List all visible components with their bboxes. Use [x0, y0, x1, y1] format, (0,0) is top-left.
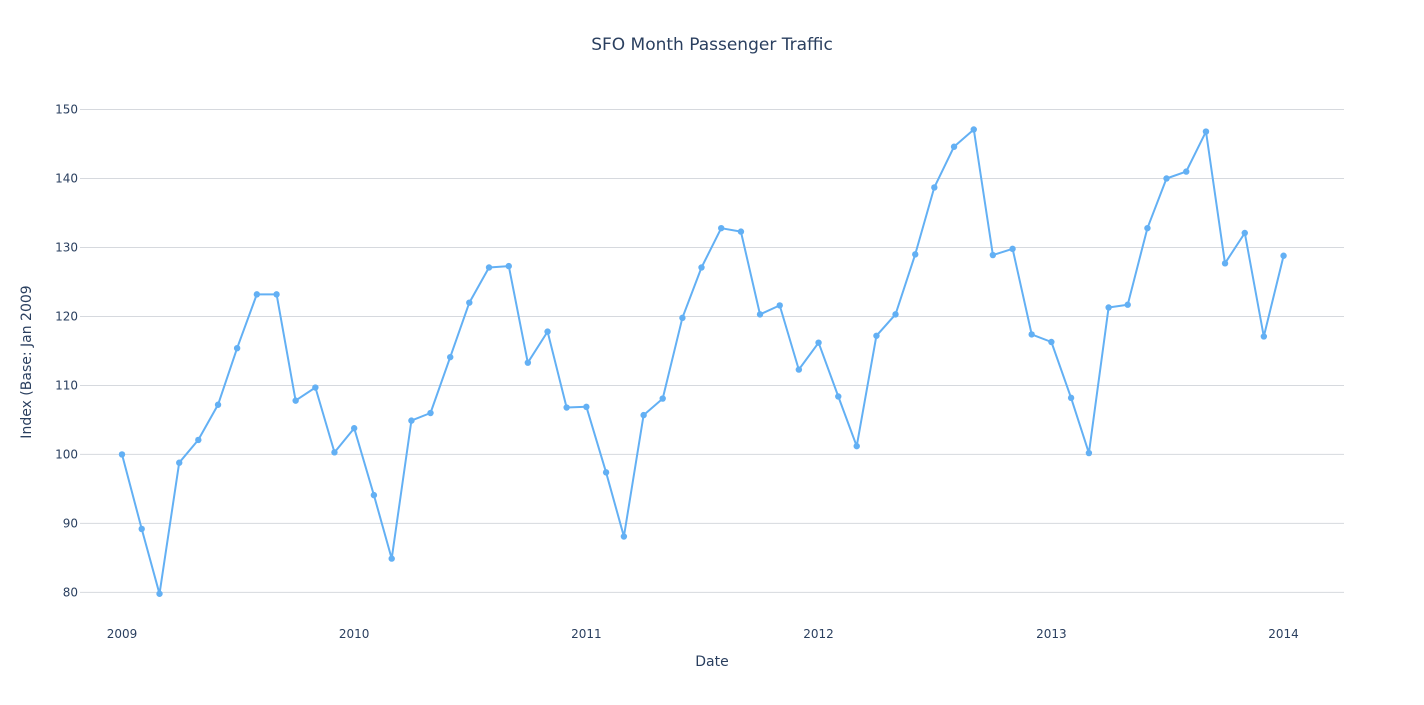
data-point[interactable]: [640, 411, 647, 419]
data-point[interactable]: [659, 395, 666, 402]
data-point[interactable]: [602, 469, 610, 476]
y-axis-title: Index (Base: Jan 2009: [19, 285, 35, 438]
data-point[interactable]: [583, 403, 590, 411]
data-point[interactable]: [273, 291, 280, 298]
data-point[interactable]: [835, 393, 842, 400]
x-tick-label: 2009: [107, 627, 138, 641]
data-point[interactable]: [1009, 245, 1016, 253]
data-point[interactable]: [815, 339, 822, 346]
data-point[interactable]: [756, 311, 764, 318]
data-point[interactable]: [544, 328, 551, 335]
data-point[interactable]: [214, 401, 222, 408]
data-point[interactable]: [1241, 229, 1248, 237]
data-point[interactable]: [795, 366, 803, 373]
series-line: [121, 128, 1285, 595]
data-point[interactable]: [118, 451, 126, 458]
data-point[interactable]: [1105, 304, 1112, 311]
data-point[interactable]: [427, 409, 434, 417]
data-point[interactable]: [1260, 333, 1268, 340]
data-point[interactable]: [466, 299, 473, 306]
data-point[interactable]: [195, 436, 202, 444]
data-point[interactable]: [563, 404, 570, 411]
data-point[interactable]: [679, 314, 686, 322]
data-point[interactable]: [737, 228, 745, 235]
data-point[interactable]: [853, 442, 860, 450]
data-point[interactable]: [388, 555, 395, 562]
y-tick-label: 90: [63, 516, 78, 530]
y-tick-label: 150: [55, 102, 78, 116]
series-points: [118, 126, 1287, 597]
data-point[interactable]: [331, 449, 338, 456]
data-point[interactable]: [253, 291, 261, 298]
data-point[interactable]: [970, 126, 977, 133]
data-point[interactable]: [912, 251, 919, 258]
data-point[interactable]: [350, 425, 358, 432]
x-tick-label: 2012: [803, 627, 834, 641]
y-tick-label: 110: [55, 378, 78, 392]
chart-title: SFO Month Passenger Traffic: [591, 35, 833, 55]
series-line-group: [121, 128, 1285, 595]
y-tick-label: 120: [55, 309, 78, 323]
data-point[interactable]: [1202, 128, 1210, 135]
data-point[interactable]: [989, 251, 997, 259]
data-point[interactable]: [931, 184, 938, 191]
data-point[interactable]: [1163, 175, 1170, 182]
y-axis-ticks: 80 90 100 110 120 130 140 150: [55, 102, 78, 599]
data-point[interactable]: [1067, 394, 1075, 402]
data-point[interactable]: [1124, 301, 1131, 308]
y-tick-label: 140: [55, 171, 78, 185]
data-point[interactable]: [370, 491, 378, 499]
y-tick-label: 80: [63, 585, 78, 599]
data-point[interactable]: [292, 397, 299, 404]
data-point[interactable]: [176, 459, 183, 466]
data-point[interactable]: [156, 590, 163, 597]
x-tick-label: 2013: [1036, 627, 1067, 641]
data-point[interactable]: [485, 264, 493, 271]
data-point[interactable]: [1085, 449, 1093, 457]
x-axis-title: Date: [695, 654, 728, 670]
data-point[interactable]: [1048, 338, 1055, 346]
data-point[interactable]: [505, 262, 512, 270]
data-point[interactable]: [408, 417, 415, 424]
data-point[interactable]: [1280, 252, 1287, 259]
x-axis-ticks: 2009 2010 2011 2012 2013 2014: [107, 627, 1299, 641]
data-point[interactable]: [233, 344, 241, 352]
data-point[interactable]: [1221, 260, 1229, 267]
data-point[interactable]: [698, 264, 705, 271]
data-point[interactable]: [312, 384, 319, 391]
x-tick-label: 2010: [339, 627, 370, 641]
x-tick-label: 2011: [571, 627, 602, 641]
data-point[interactable]: [1144, 224, 1151, 232]
data-point[interactable]: [447, 353, 454, 361]
x-tick-label: 2014: [1268, 627, 1299, 641]
data-point[interactable]: [620, 533, 628, 540]
data-point[interactable]: [138, 525, 145, 533]
data-point[interactable]: [1028, 331, 1035, 338]
data-point[interactable]: [776, 302, 783, 309]
y-tick-label: 100: [55, 447, 78, 461]
data-point[interactable]: [1183, 168, 1190, 175]
data-point[interactable]: [950, 143, 958, 150]
data-point[interactable]: [892, 311, 899, 318]
data-point[interactable]: [718, 224, 725, 232]
gridlines: [80, 108, 1344, 593]
data-point[interactable]: [873, 332, 880, 339]
data-point[interactable]: [524, 359, 532, 366]
y-tick-label: 130: [55, 240, 78, 254]
